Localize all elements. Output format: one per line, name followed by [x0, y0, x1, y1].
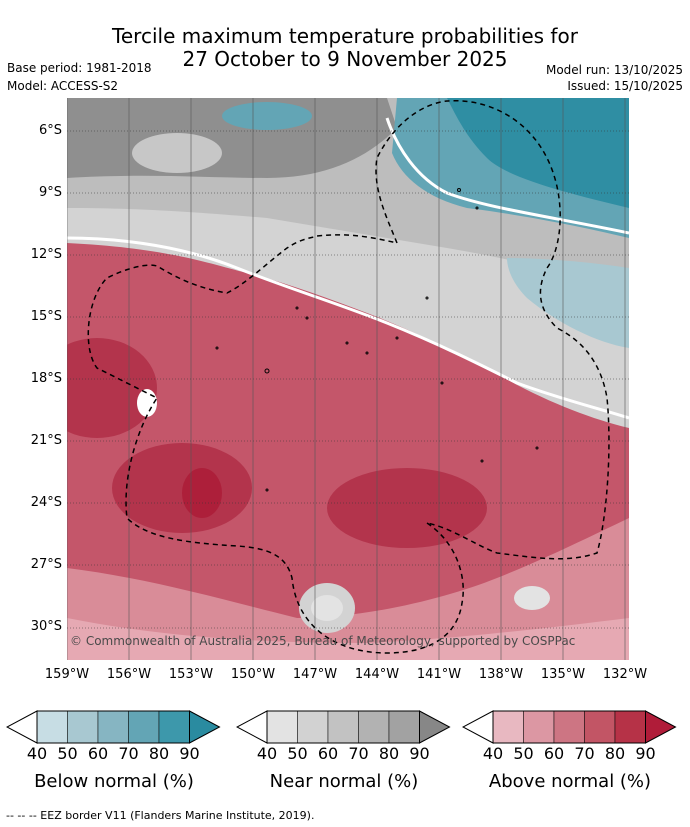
colorbar-tick-label: 80: [378, 744, 400, 763]
colorbar-tick-label: 90: [409, 744, 430, 763]
colorbar-swatch: [158, 710, 190, 744]
colorbar-legend: [235, 710, 452, 748]
colorbar-swatch: [235, 710, 268, 744]
colorbar-tick-label: 80: [148, 744, 170, 763]
colorbar-tick-label: 60: [317, 744, 339, 763]
above-normal-90-patch: [182, 468, 222, 518]
colorbar-swatch: [189, 710, 221, 744]
colorbar-tick-label: 40: [26, 744, 48, 763]
model-run: Model run: 13/10/2025: [545, 63, 683, 77]
above-normal-40-region: [67, 618, 629, 660]
colorbar-swatch: [645, 710, 677, 744]
issued-date: Issued: 15/10/2025: [567, 79, 683, 93]
near-normal-patch: [132, 133, 222, 173]
eez-border: [87, 99, 610, 654]
lon-label: 147°W: [292, 667, 338, 682]
colorbar-tick-label: 60: [87, 744, 109, 763]
colorbar-tick-label: 40: [256, 744, 278, 763]
colorbar-swatch: [67, 710, 99, 744]
island-markers: [215, 188, 539, 492]
above-normal-80-patch: [112, 443, 252, 533]
tercile-boundary: [385, 117, 629, 235]
colorbar-swatch: [492, 710, 524, 744]
lat-label: 24°S: [30, 495, 62, 510]
colorbar-swatch: [461, 710, 494, 744]
lat-label: 27°S: [30, 557, 62, 572]
lat-label: 12°S: [30, 247, 62, 262]
colorbar-swatch: [523, 710, 555, 744]
eez-footnote: -- -- -- EEZ border V11 (Flanders Marine…: [6, 809, 315, 822]
colorbar-legend: [5, 710, 222, 748]
lon-label: 132°W: [602, 667, 648, 682]
below-normal-60-region: [392, 98, 629, 238]
lon-label: 144°W: [354, 667, 400, 682]
colorbar-swatch: [5, 710, 38, 744]
colorbar-tick-label: 50: [57, 744, 78, 763]
colorbar-swatch: [358, 710, 390, 744]
graticule: [67, 98, 626, 660]
probability-map: [67, 98, 629, 660]
colorbar-tick-label: 70: [348, 744, 369, 763]
colorbar-tick-label: 90: [635, 744, 656, 763]
below-normal-patch: [222, 102, 312, 130]
colorbar-title: Near normal (%): [269, 771, 419, 792]
copyright-credit: © Commonwealth of Australia 2025, Bureau…: [70, 634, 576, 648]
colorbar-tick-label: 50: [513, 744, 534, 763]
colorbar-swatch: [388, 710, 420, 744]
lon-label: 159°W: [44, 667, 90, 682]
colorbar-title: Below normal (%): [34, 771, 194, 792]
colorbar-swatch: [97, 710, 129, 744]
colorbar-tick-label: 40: [482, 744, 504, 763]
above-normal-80-patch: [327, 468, 487, 548]
colorbar-frame: [492, 710, 646, 744]
colorbar-swatch: [297, 710, 329, 744]
colorbar-swatch: [36, 710, 68, 744]
lon-label: 138°W: [478, 667, 524, 682]
colorbar-swatch: [584, 710, 616, 744]
colorbar-tick-label: 50: [287, 744, 308, 763]
colorbar-frame: [266, 710, 420, 744]
colorbar-tick-label: 80: [604, 744, 626, 763]
colorbar-title: Above normal (%): [488, 771, 652, 792]
lon-label: 153°W: [168, 667, 214, 682]
colorbar-tick-label: 60: [543, 744, 565, 763]
near-normal-patch: [514, 586, 550, 610]
colorbar-tick-label: 70: [574, 744, 595, 763]
colorbar-tick-label: 90: [179, 744, 200, 763]
map-title-line2: 27 October to 9 November 2025: [182, 47, 508, 71]
near-normal-patch: [311, 595, 343, 621]
base-period: Base period: 1981-2018: [7, 61, 152, 75]
colorbar-swatch: [419, 710, 451, 744]
colorbar-tick-label: 70: [118, 744, 139, 763]
colorbar-swatch: [614, 710, 646, 744]
model-name: Model: ACCESS-S2: [7, 79, 119, 93]
tercile-boundary: [67, 236, 629, 420]
colorbar-swatch: [327, 710, 359, 744]
lat-label: 15°S: [30, 309, 62, 324]
lon-label: 135°W: [540, 667, 586, 682]
lon-label: 150°W: [230, 667, 276, 682]
below-normal-50-region: [507, 258, 629, 348]
colorbar-swatch: [128, 710, 160, 744]
lat-label: 9°S: [38, 185, 62, 200]
colorbar-legend: [461, 710, 678, 748]
above-normal-50-region: [67, 518, 629, 660]
lon-label: 141°W: [416, 667, 462, 682]
lat-label: 18°S: [30, 371, 62, 386]
above-normal-80-patch: [67, 338, 157, 438]
colorbar-swatch: [266, 710, 298, 744]
lat-label: 30°S: [30, 619, 62, 634]
colorbar-swatch: [553, 710, 585, 744]
colorbar-frame: [36, 710, 190, 744]
graticule: [67, 130, 629, 629]
lat-label: 6°S: [38, 123, 62, 138]
lat-label: 21°S: [30, 433, 62, 448]
map-title-line1: Tercile maximum temperature probabilitie…: [112, 24, 578, 48]
lon-label: 156°W: [106, 667, 152, 682]
